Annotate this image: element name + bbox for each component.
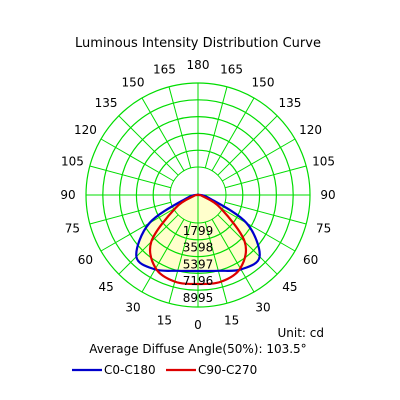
polar-spoke	[217, 115, 278, 176]
angle-label-left: 90	[60, 188, 75, 202]
polar-spoke	[141, 97, 185, 172]
polar-spoke	[118, 115, 179, 176]
legend-label-0: C0-C180	[104, 363, 156, 377]
angle-label-left: 30	[125, 301, 140, 315]
polar-spoke	[211, 218, 255, 293]
polar-spoke	[217, 214, 278, 275]
angle-label-left: 60	[78, 253, 93, 267]
angle-label-right: 105	[312, 154, 335, 168]
radial-tick-label: 1799	[183, 224, 214, 238]
angle-label-right: 30	[255, 301, 270, 315]
polar-spoke	[168, 86, 192, 169]
angle-label-left: 15	[157, 314, 172, 328]
angle-label-right: 15	[224, 314, 239, 328]
radial-tick-label: 3598	[183, 241, 214, 255]
angle-label-right: 75	[316, 222, 331, 236]
polar-spoke	[224, 201, 307, 225]
angle-label-right: 60	[303, 253, 318, 267]
angle-label-left: 75	[65, 222, 80, 236]
polar-spoke	[89, 165, 172, 189]
angle-label-right: 90	[320, 188, 335, 202]
series-line-1	[148, 193, 248, 286]
angle-label-right: 135	[278, 96, 301, 110]
series-line-0	[135, 193, 261, 273]
polar-spoke	[204, 221, 228, 304]
angle-label-right: 150	[252, 75, 275, 89]
polar-spoke	[168, 221, 192, 304]
polar-spoke	[211, 97, 255, 172]
radial-tick-label: 8995	[183, 291, 214, 305]
angle-label-right: 165	[220, 62, 243, 76]
legend-label-1: C90-C270	[198, 363, 257, 377]
angle-label-top: 180	[187, 58, 210, 72]
polar-spoke	[141, 218, 185, 293]
unit-label: Unit: cd	[278, 326, 325, 340]
angle-label-right: 45	[282, 280, 297, 294]
polar-spoke	[221, 138, 296, 182]
radial-tick-label: 5397	[183, 257, 214, 271]
polar-spoke	[100, 138, 175, 182]
polar-spoke	[221, 208, 296, 252]
angle-label-right: 120	[299, 123, 322, 137]
average-diffuse-angle: Average Diffuse Angle(50%): 103.5°	[89, 342, 306, 356]
angle-label-left: 45	[98, 280, 113, 294]
angle-label-left: 150	[122, 75, 145, 89]
chart-title: Luminous Intensity Distribution Curve	[75, 36, 321, 51]
polar-spoke	[100, 208, 175, 252]
angle-label-bottom: 0	[194, 318, 202, 332]
polar-spoke	[118, 214, 179, 275]
polar-spoke	[224, 165, 307, 189]
angle-label-left: 105	[61, 154, 84, 168]
angle-label-left: 135	[95, 96, 118, 110]
polar-spoke	[204, 86, 228, 169]
polar-spoke	[89, 201, 172, 225]
radial-tick-label: 7196	[183, 274, 214, 288]
angle-label-left: 120	[74, 123, 97, 137]
angle-label-left: 165	[153, 62, 176, 76]
